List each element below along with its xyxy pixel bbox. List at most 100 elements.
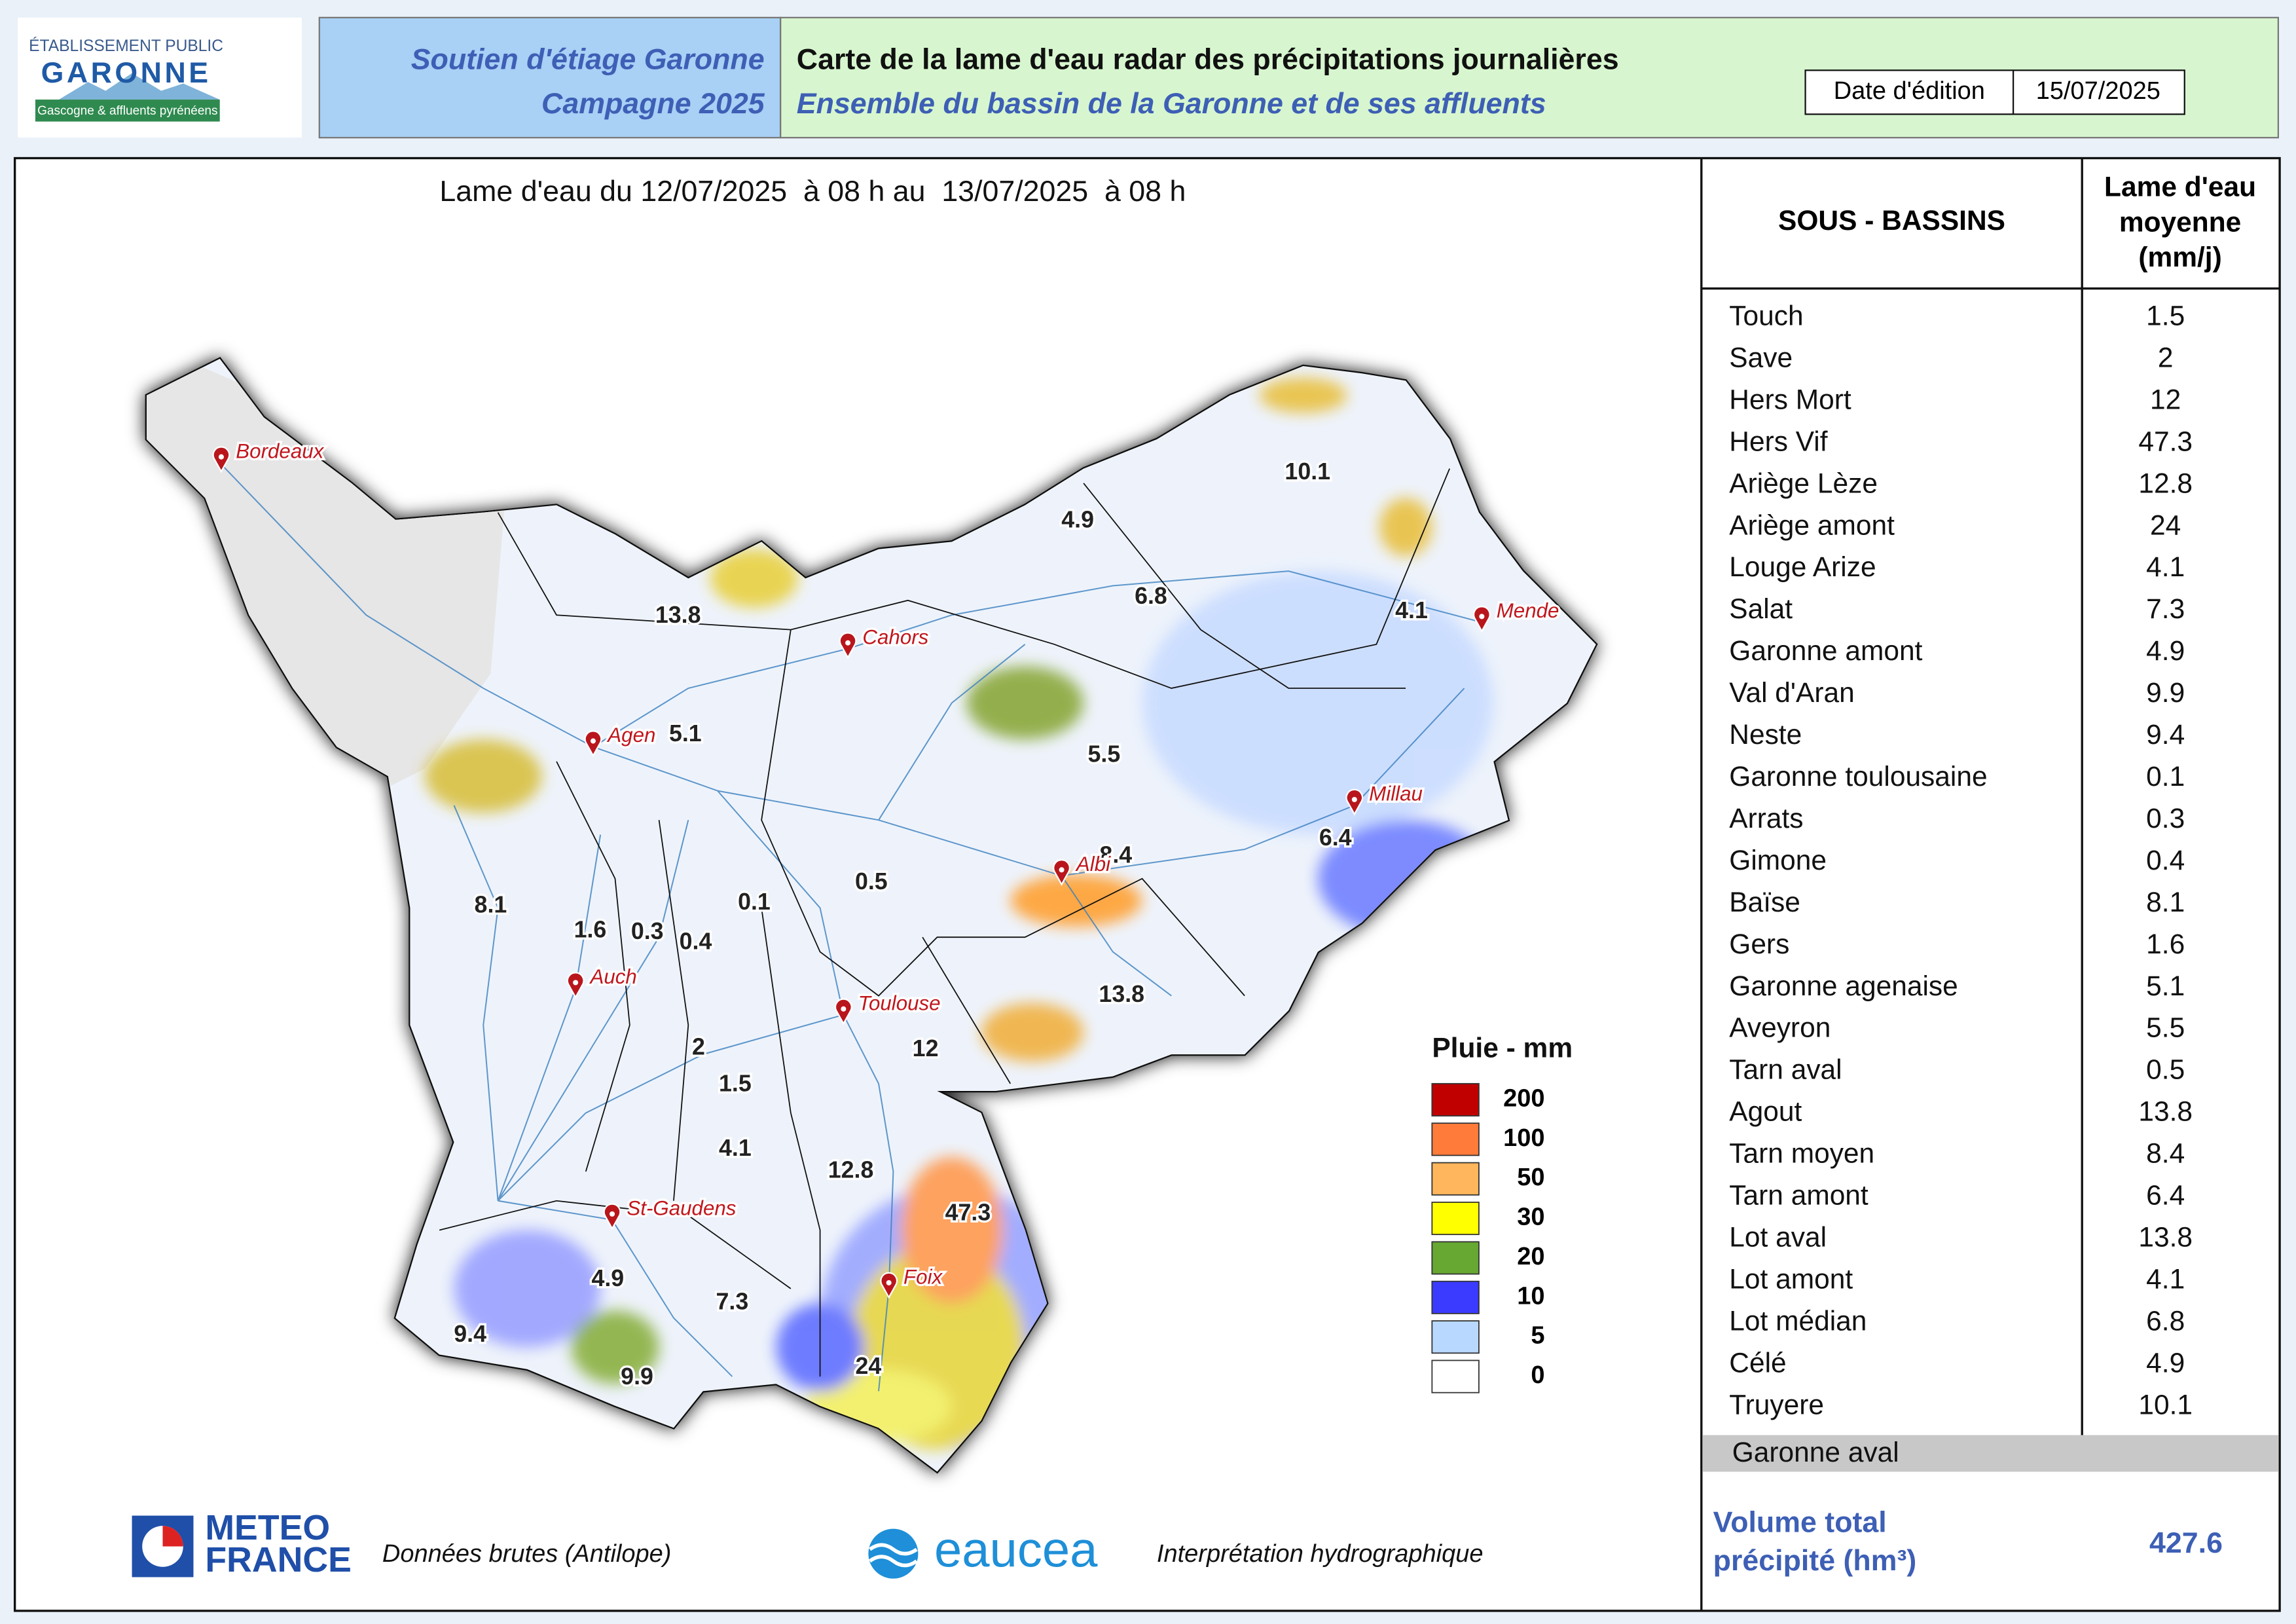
row-value: 7.3: [2146, 594, 2185, 625]
row-name: Ariège amont: [1729, 510, 1895, 541]
basin-label: 5.5: [1088, 741, 1121, 767]
row-name: Truyere: [1729, 1390, 1824, 1420]
row-name: Agout: [1729, 1097, 1802, 1128]
meteo-logo-2: FRANCE: [205, 1540, 352, 1579]
date-box: [1804, 69, 2185, 115]
meteo-text: Données brutes (Antilope): [382, 1540, 671, 1568]
logo-line1: ÉTABLISSEMENT PUBLIC: [29, 37, 223, 55]
city-marker-dot: [590, 738, 596, 744]
legend-label: 0: [1531, 1361, 1544, 1389]
aval-row: [1703, 1435, 2278, 1472]
row-name: Garonne amont: [1729, 636, 1922, 667]
table-header-name: SOUS - BASSINS: [1778, 206, 2005, 236]
map-overlay: 13.8 5.1 4.9 6.8 10.1 4.1 5.5 8.4 6.4 0.5 0.1 8.1 1.…: [212, 437, 1561, 1392]
basin-label: 10.1: [1285, 458, 1330, 485]
logo-line2: GARONNE: [41, 57, 211, 89]
row-value: 8.4: [2146, 1139, 2185, 1170]
legend-swatch: [1431, 1202, 1480, 1236]
row-value: 5.5: [2146, 1013, 2185, 1044]
basin-label: 4.9: [591, 1265, 624, 1291]
basin-label: 4.1: [719, 1135, 752, 1161]
table-header-value: (mm/j): [2138, 242, 2221, 273]
legend-label: 100: [1503, 1124, 1544, 1152]
row-name: Lot amont: [1729, 1264, 1853, 1295]
row-value: 9.4: [2146, 720, 2185, 750]
row-value: 0.1: [2146, 762, 2185, 792]
row-value: 5.1: [2146, 971, 2185, 1002]
row-name: Save: [1729, 342, 1793, 373]
city-label: Foix: [903, 1266, 943, 1289]
row-name: Tarn amont: [1729, 1181, 1868, 1211]
row-value: 12.8: [2138, 468, 2193, 499]
row-value: 24: [2150, 510, 2181, 541]
row-name: Lot aval: [1729, 1223, 1827, 1253]
row-value: 13.8: [2138, 1097, 2193, 1128]
basin-label: 12.8: [828, 1156, 874, 1183]
legend-swatch: [1431, 1122, 1480, 1156]
row-name: Baïse: [1729, 887, 1800, 918]
row-value: 4.9: [2146, 636, 2185, 667]
basin-label: 5.1: [669, 720, 702, 747]
header-subtitle: Ensemble du bassin de la Garonne et de s…: [797, 88, 1546, 120]
row-name: Arrats: [1729, 803, 1803, 834]
row-value: 10.1: [2138, 1390, 2193, 1420]
legend-swatch: [1431, 1359, 1480, 1393]
legend-label: 5: [1531, 1322, 1544, 1350]
basin-label: 0.4: [680, 929, 712, 955]
city-label: Millau: [1369, 783, 1423, 805]
legend-swatch: [1431, 1320, 1480, 1354]
total-value: 427.6: [2149, 1527, 2223, 1559]
meteo-icon-red: [162, 1526, 183, 1547]
logo-line3: Gascogne & affluents pyrénéens: [37, 104, 217, 118]
basin-label: 9.4: [454, 1321, 486, 1347]
row-value: 4.1: [2146, 1264, 2185, 1295]
city-label: Cahors: [862, 625, 928, 648]
row-name: Hers Mort: [1729, 384, 1851, 415]
row-name: Gimone: [1729, 845, 1827, 876]
row-value: 4.9: [2146, 1348, 2185, 1378]
basin-label: 12: [913, 1035, 939, 1061]
row-name: Lot médian: [1729, 1306, 1867, 1337]
row-value: 8.1: [2146, 887, 2185, 918]
map-title: Lame d'eau du 12/07/2025 à 08 h au 13/07…: [439, 175, 1186, 208]
city-label: Bordeaux: [236, 439, 324, 462]
date-label: Date d'édition: [1834, 77, 1985, 105]
row-name: Tarn moyen: [1729, 1139, 1874, 1170]
row-value: 6.8: [2146, 1306, 2185, 1337]
basin-label: 9.9: [621, 1363, 653, 1390]
date-value: 15/07/2025: [2036, 77, 2160, 105]
basin-label: 7.3: [716, 1289, 749, 1315]
basin-label: 1.6: [574, 917, 607, 943]
city-label: Agen: [606, 724, 655, 747]
row-name: Louge Arize: [1729, 552, 1876, 583]
legend-swatch: [1431, 1280, 1480, 1314]
city-marker-dot: [610, 1211, 615, 1217]
row-name: Gers: [1729, 929, 1789, 960]
row-value: 6.4: [2146, 1181, 2185, 1211]
basin-label: 13.8: [655, 602, 701, 628]
row-value: 0.4: [2146, 845, 2185, 876]
row-value: 12: [2150, 384, 2181, 415]
legend-swatch: [1431, 1241, 1480, 1275]
row-name: Garonne toulousaine: [1729, 762, 1987, 792]
city-marker-dot: [573, 980, 579, 986]
basin-label: 24: [855, 1353, 881, 1379]
legend-label: 20: [1517, 1243, 1544, 1270]
basin-label: 0.5: [855, 868, 888, 895]
legend-label: 10: [1517, 1282, 1544, 1310]
row-value: 47.3: [2138, 426, 2193, 457]
row-name: Tarn aval: [1729, 1055, 1842, 1086]
basin-label: 2: [692, 1034, 705, 1060]
logo-mountains: [58, 73, 220, 100]
basin-label: 6.8: [1135, 583, 1167, 609]
city-label: Auch: [589, 965, 636, 988]
row-name: Salat: [1729, 594, 1793, 625]
row-name: Touch: [1729, 301, 1803, 331]
row-value: 13.8: [2138, 1223, 2193, 1253]
row-value: 0.5: [2146, 1055, 2185, 1086]
row-name: Hers Vif: [1729, 426, 1827, 457]
meteo-logo-1: METEO: [205, 1508, 330, 1547]
city-marker-dot: [841, 1006, 847, 1012]
